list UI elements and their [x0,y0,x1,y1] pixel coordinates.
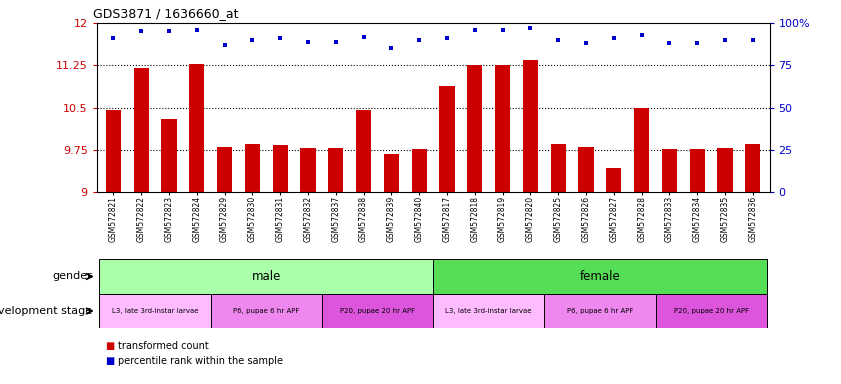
Text: ■: ■ [105,356,114,366]
Bar [690,149,705,192]
Bar [523,60,538,192]
Text: P20, pupae 20 hr APF: P20, pupae 20 hr APF [340,308,415,314]
Text: development stage: development stage [0,306,93,316]
Text: transformed count: transformed count [118,341,209,351]
Text: percentile rank within the sample: percentile rank within the sample [118,356,283,366]
Point [746,37,759,43]
Bar [411,149,427,192]
Bar [634,108,649,192]
Bar [134,68,149,192]
Point [690,40,704,46]
Bar [383,154,399,192]
Point [663,40,676,46]
Bar [189,64,204,192]
Bar [433,294,544,328]
Text: female: female [579,270,621,283]
Point [718,37,732,43]
Bar [300,148,315,192]
Point [468,27,482,33]
Bar [551,144,566,192]
Text: L3, late 3rd-instar larvae: L3, late 3rd-instar larvae [112,308,198,314]
Bar [439,86,455,192]
Bar [106,110,121,192]
Point [301,38,315,45]
Point [107,35,120,41]
Point [552,37,565,43]
Point [496,27,510,33]
Text: male: male [251,270,281,283]
Point [441,35,454,41]
Point [579,40,593,46]
Point [162,28,176,35]
Bar [272,145,288,192]
Point [524,25,537,31]
Bar [161,119,177,192]
Bar [328,148,343,192]
Point [384,45,398,51]
Bar [356,110,371,192]
Point [635,32,648,38]
Bar [433,259,767,294]
Bar [217,147,232,192]
Bar [579,147,594,192]
Text: ■: ■ [105,341,114,351]
Bar [495,65,510,192]
Point [190,27,204,33]
Bar [99,259,433,294]
Bar [245,144,260,192]
Bar [606,168,621,192]
Text: gender: gender [53,271,93,281]
Bar [99,294,211,328]
Point [329,38,342,45]
Text: P20, pupae 20 hr APF: P20, pupae 20 hr APF [674,308,748,314]
Point [412,37,426,43]
Bar [467,65,483,192]
Bar [211,294,322,328]
Point [273,35,287,41]
Bar [544,294,655,328]
Text: P6, pupae 6 hr APF: P6, pupae 6 hr APF [567,308,633,314]
Point [607,35,621,41]
Point [218,42,231,48]
Text: GDS3871 / 1636660_at: GDS3871 / 1636660_at [93,7,239,20]
Text: L3, late 3rd-instar larvae: L3, late 3rd-instar larvae [446,308,532,314]
Point [135,28,148,35]
Bar [745,144,760,192]
Bar [717,147,733,192]
Text: P6, pupae 6 hr APF: P6, pupae 6 hr APF [233,308,299,314]
Bar [322,294,433,328]
Bar [655,294,767,328]
Bar [662,149,677,192]
Point [357,33,370,40]
Point [246,37,259,43]
